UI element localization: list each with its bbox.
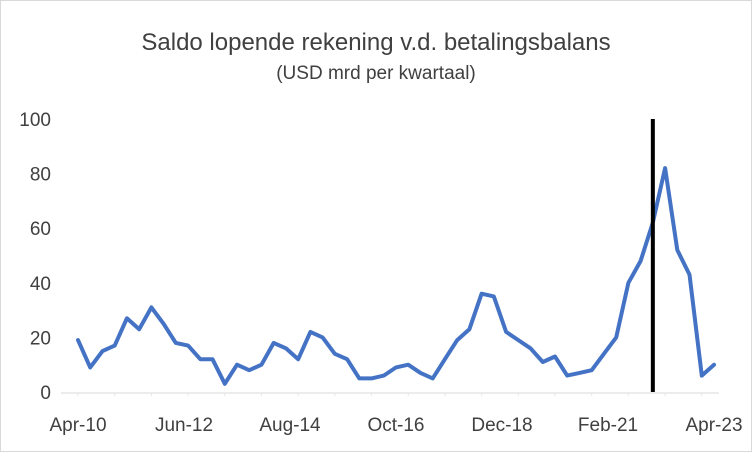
x-tick-label: Apr-23 [685,415,742,436]
x-axis-tickmarks [77,393,703,396]
x-tick-label: Aug-14 [259,415,321,436]
y-tick-label: 20 [30,328,51,349]
x-axis-ticks: Apr-10 Jun-12 Aug-14 Oct-16 Dec-18 Feb-21 Apr-… [49,415,742,436]
chart-subtitle: (USD mrd per kwartaal) [276,63,476,84]
y-tick-label: 80 [30,165,51,186]
series-line [76,166,716,386]
x-tick-label: Oct-16 [367,415,424,436]
y-tick-label: 0 [40,383,51,404]
y-tick-label: 60 [30,219,51,240]
y-tick-label: 40 [30,274,51,295]
chart-title: Saldo lopende rekening v.d. betalingsbal… [141,29,610,56]
y-axis-ticks: 0 20 40 60 80 100 [19,110,51,404]
x-tick-label: Feb-21 [578,415,638,436]
x-tick-label: Jun-12 [155,415,213,436]
y-tick-label: 100 [19,110,51,131]
x-tick-label: Dec-18 [471,415,532,436]
x-tick-label: Apr-10 [49,415,106,436]
